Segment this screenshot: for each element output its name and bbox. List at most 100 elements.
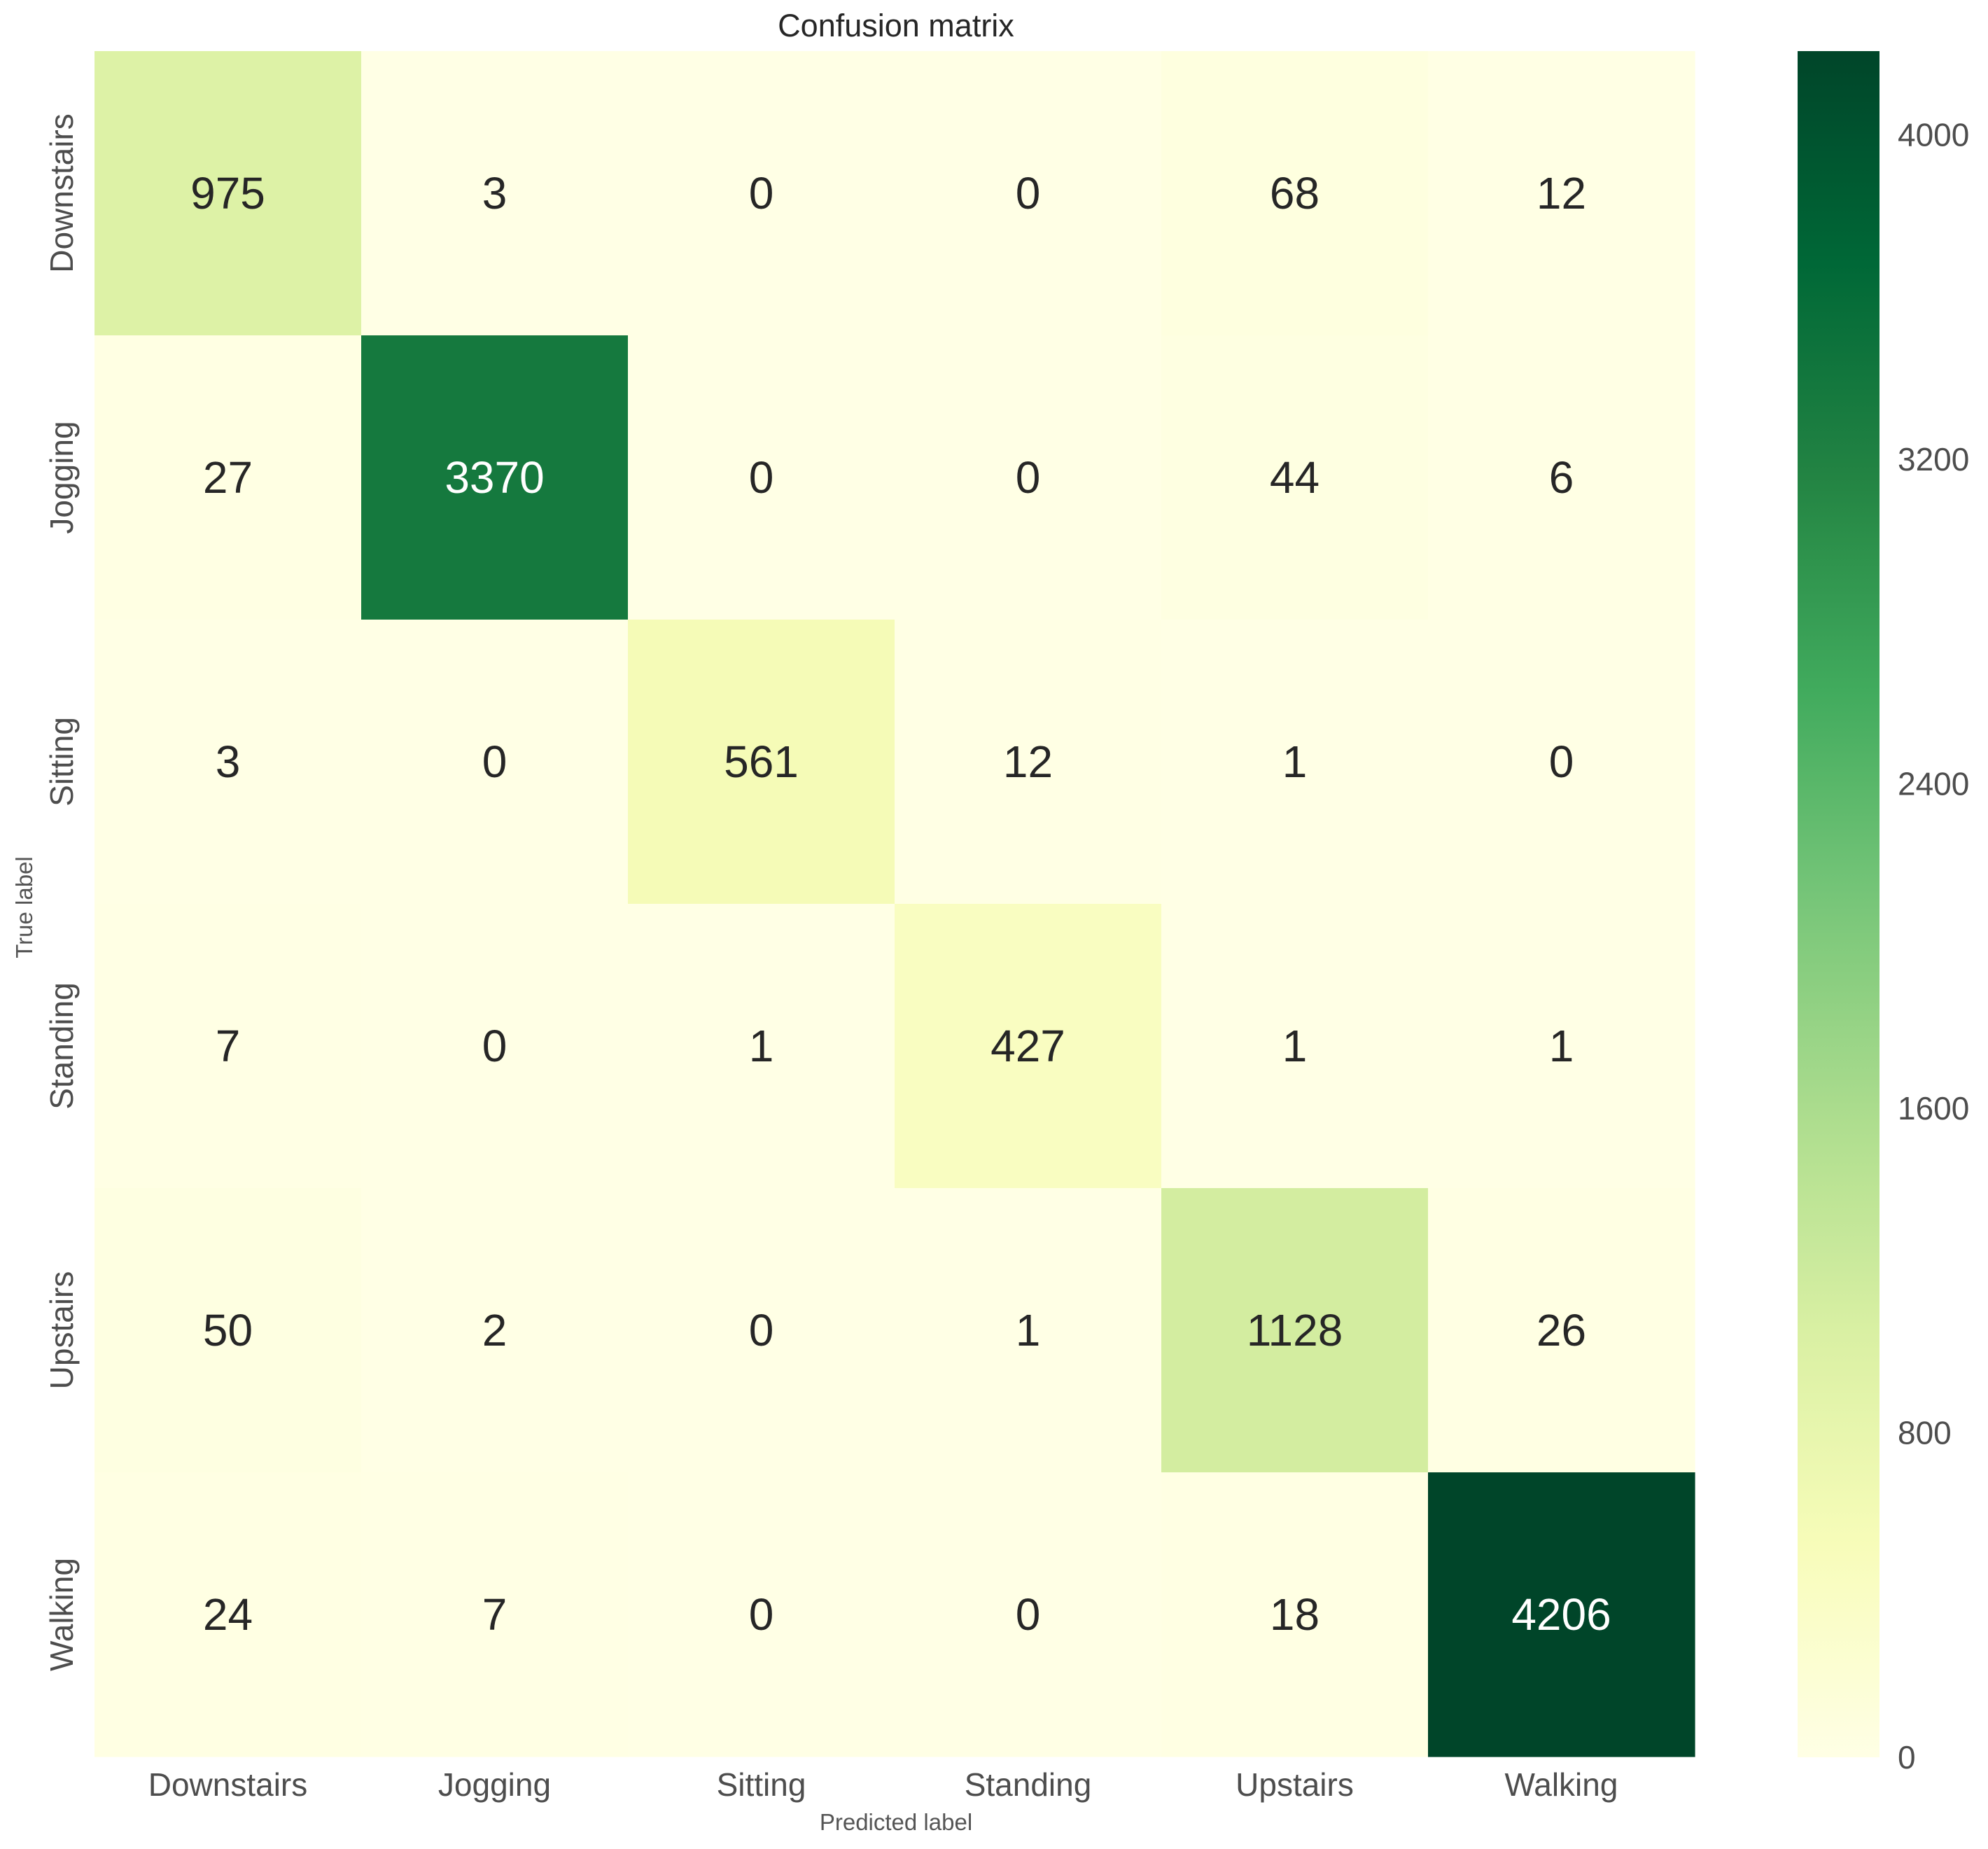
cell-value-label: 18 (1270, 1589, 1320, 1640)
cell-value-label: 12 (1003, 737, 1053, 787)
cell-value-label: 1 (1282, 1021, 1308, 1071)
heatmap-cell (628, 620, 895, 905)
heatmap-cell (895, 335, 1162, 620)
heatmap-cell (94, 620, 362, 905)
heatmap-cell (1161, 1188, 1429, 1473)
y-tick-label: Standing (43, 982, 80, 1110)
heatmap-cell (94, 904, 362, 1189)
heatmap-cell (628, 1188, 895, 1473)
heatmap-cell (1428, 1188, 1695, 1473)
cell-value-label: 0 (749, 1589, 774, 1640)
x-tick-label: Jogging (438, 1766, 551, 1803)
cell-value-label: 3 (216, 737, 241, 787)
heatmap-cell (94, 335, 362, 620)
cell-value-label: 0 (749, 452, 774, 503)
heatmap-cell (628, 335, 895, 620)
cell-value-label: 27 (203, 452, 253, 503)
heatmap-cell (1161, 904, 1429, 1189)
y-axis-label: True label (11, 856, 37, 958)
heatmap-cell (361, 1188, 629, 1473)
heatmap-cell (895, 904, 1162, 1189)
heatmap-cell (628, 904, 895, 1189)
cell-value-label: 26 (1536, 1305, 1586, 1355)
heatmap-cell (361, 335, 629, 620)
colorbar-tick-label: 2400 (1898, 765, 1969, 802)
cell-value-label: 24 (203, 1589, 253, 1640)
cell-value-label: 4206 (1511, 1589, 1611, 1640)
cell-value-label: 0 (1016, 1589, 1041, 1640)
x-axis-label: Predicted label (820, 1809, 972, 1835)
cell-value-label: 975 (190, 168, 265, 218)
cell-value-label: 6 (1549, 452, 1574, 503)
heatmap-cell (628, 1472, 895, 1757)
heatmap-cell (895, 51, 1162, 336)
cell-value-label: 0 (482, 737, 507, 787)
colorbar-tick-label: 4000 (1898, 116, 1969, 153)
y-tick-label: Downstairs (43, 113, 80, 273)
cell-value-label: 12 (1536, 168, 1586, 218)
heatmap-cell (361, 1472, 629, 1757)
cell-value-label: 3370 (444, 452, 544, 503)
heatmap-cell (94, 1472, 362, 1757)
cell-value-label: 3 (482, 168, 507, 218)
y-axis-tick-labels: Downstairs Jogging Sitting Standing Upstairs… (43, 113, 80, 1671)
heatmap-cell (94, 1188, 362, 1473)
colorbar-gradient (1798, 51, 1879, 1757)
cell-value-label: 1 (1282, 737, 1308, 787)
cell-value-label: 7 (482, 1589, 507, 1640)
heatmap-cell (1161, 1472, 1429, 1757)
heatmap-cell (1161, 620, 1429, 905)
cell-value-label: 44 (1270, 452, 1320, 503)
x-tick-label: Downstairs (148, 1766, 308, 1803)
colorbar-tick-label: 800 (1898, 1414, 1952, 1451)
cell-value-label: 1128 (1247, 1305, 1343, 1355)
heatmap-cell (361, 51, 629, 336)
cell-value-label: 1 (1016, 1305, 1041, 1355)
cell-value-label: 1 (749, 1021, 774, 1071)
cell-value-label: 0 (1016, 452, 1041, 503)
y-tick-label: Walking (43, 1558, 80, 1671)
cell-value-label: 0 (482, 1021, 507, 1071)
x-tick-label: Upstairs (1236, 1766, 1354, 1803)
colorbar: 0 800 1600 2400 3200 4000 (1798, 51, 1969, 1775)
colorbar-tick-label: 1600 (1898, 1090, 1969, 1126)
x-tick-label: Standing (965, 1766, 1092, 1803)
heatmap-cell (361, 620, 629, 905)
colorbar-tick-label: 3200 (1898, 441, 1969, 477)
y-tick-label: Jogging (43, 421, 80, 533)
heatmap-cells (94, 51, 1695, 1757)
cell-value-label: 2 (482, 1305, 507, 1355)
x-axis-tick-labels: Downstairs Jogging Sitting Standing Upstairs… (148, 1766, 1618, 1803)
cell-value-label: 0 (1549, 737, 1574, 787)
colorbar-tick-label: 0 (1898, 1739, 1916, 1775)
heatmap-cell (361, 904, 629, 1189)
x-tick-label: Sitting (717, 1766, 806, 1803)
cell-value-label: 0 (749, 1305, 774, 1355)
heatmap-cell (895, 620, 1162, 905)
cell-value-label: 50 (203, 1305, 253, 1355)
heatmap-cell (895, 1188, 1162, 1473)
cell-value-label: 7 (216, 1021, 241, 1071)
cell-value-label: 0 (749, 168, 774, 218)
cell-value-label: 0 (1016, 168, 1041, 218)
heatmap-cell (1161, 335, 1429, 620)
heatmap-cell (1428, 335, 1695, 620)
y-tick-label: Sitting (43, 717, 80, 807)
heatmap-cell (1428, 1472, 1695, 1757)
heatmap-cell (94, 51, 362, 336)
cell-value-label: 427 (990, 1021, 1065, 1071)
heatmap-cell (1428, 51, 1695, 336)
cell-value-label: 561 (724, 737, 799, 787)
cell-value-label: 1 (1549, 1021, 1574, 1071)
x-tick-label: Walking (1505, 1766, 1618, 1803)
heatmap-cell (1428, 620, 1695, 905)
heatmap-cell (1428, 904, 1695, 1189)
chart-title: Confusion matrix (778, 8, 1014, 43)
heatmap-cell (628, 51, 895, 336)
heatmap-cell (1161, 51, 1429, 336)
heatmap-cell (895, 1472, 1162, 1757)
y-tick-label: Upstairs (43, 1271, 80, 1390)
cell-value-label: 68 (1270, 168, 1320, 218)
